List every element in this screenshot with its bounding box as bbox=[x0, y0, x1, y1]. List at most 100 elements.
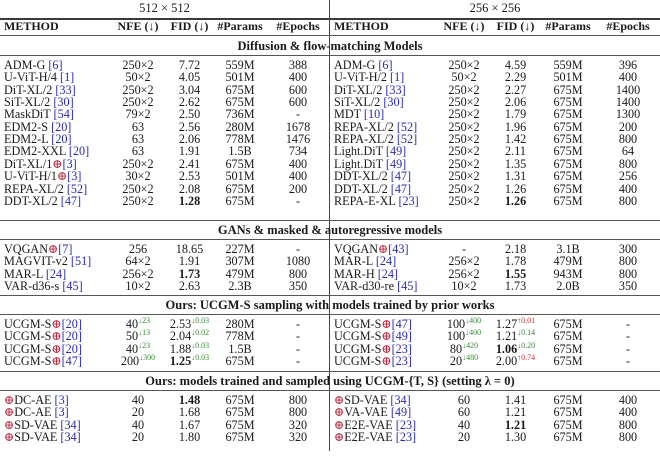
citation-link[interactable]: [52] bbox=[396, 132, 418, 147]
params-cell: 559M bbox=[553, 58, 583, 72]
nfe-value: 63 bbox=[131, 132, 145, 147]
table-row: DDT-XL/2 [47] 250×2 1.28 675M - bbox=[0, 193, 660, 208]
citation-link[interactable]: [30] bbox=[53, 95, 74, 110]
citation-link[interactable]: [47] bbox=[391, 317, 412, 331]
citation-link[interactable]: [3] bbox=[54, 393, 69, 407]
fid-delta: ↓0.03 bbox=[191, 353, 210, 363]
citation-link[interactable]: [49] bbox=[385, 156, 407, 171]
nfe-value: 50×2 bbox=[125, 70, 151, 85]
table-row: REPA-XL/2 [52] 250×2 2.08 675M 200 bbox=[0, 181, 660, 196]
params-cell: 675M bbox=[553, 119, 583, 134]
nfe-value: 250×2 bbox=[448, 119, 480, 134]
citation-link[interactable]: [45] bbox=[62, 279, 83, 294]
citation-link[interactable]: [23] bbox=[398, 193, 419, 208]
citation-link[interactable]: [34] bbox=[390, 393, 411, 407]
citation-link[interactable]: [47] bbox=[61, 354, 82, 369]
params-cell: 559M bbox=[225, 58, 255, 72]
citation-link[interactable]: [20] bbox=[61, 329, 82, 344]
citation-link[interactable]: [6] bbox=[48, 58, 63, 72]
fid-value: 2.11 bbox=[505, 144, 526, 159]
table-row: MaskDiT [54] 79×2 2.50 736M - bbox=[0, 107, 660, 122]
citation-link[interactable]: [6] bbox=[378, 58, 393, 72]
citation-link[interactable]: [52] bbox=[396, 119, 418, 134]
epochs-cell: 350 bbox=[618, 279, 638, 294]
header-fid-right: FID (↓) bbox=[496, 19, 535, 33]
citation-link[interactable]: [7] bbox=[58, 242, 73, 256]
citation-link[interactable]: [51] bbox=[70, 254, 92, 269]
citation-link[interactable]: [1] bbox=[390, 70, 405, 85]
citation-link[interactable]: [3] bbox=[62, 156, 77, 171]
citation-link[interactable]: [47] bbox=[60, 193, 82, 208]
fid-cell: 1.88↓0.03 bbox=[162, 341, 217, 355]
citation-link[interactable]: [47] bbox=[390, 169, 412, 184]
epochs-cell: 256 bbox=[618, 169, 638, 184]
citation-link[interactable]: [23] bbox=[391, 354, 412, 369]
citation-link[interactable]: [1] bbox=[60, 70, 75, 85]
citation-link[interactable]: [49] bbox=[390, 405, 412, 420]
params-cell: 675M bbox=[553, 393, 583, 407]
method-cell: DiT-XL/2 [33] bbox=[334, 82, 406, 97]
method-name: DC-AE bbox=[14, 405, 55, 420]
params-cell: 675M bbox=[553, 132, 583, 147]
citation-link[interactable]: [20] bbox=[61, 341, 82, 356]
citation-link[interactable]: [10] bbox=[363, 107, 385, 122]
citation-link[interactable]: [23] bbox=[395, 430, 417, 445]
params-cell: 307M bbox=[225, 254, 255, 269]
citation-link[interactable]: [34] bbox=[60, 430, 81, 445]
fid-cell: 2.50 bbox=[162, 108, 217, 120]
fid-cell: 2.27 bbox=[488, 83, 543, 96]
citation-link[interactable]: [24] bbox=[375, 254, 397, 269]
method-cell: VQGAN⊕[7] bbox=[4, 243, 72, 255]
citation-link[interactable]: [24] bbox=[45, 266, 67, 281]
method-cell: ⊕SD-VAE [34] bbox=[334, 394, 411, 406]
citation-link[interactable]: [43] bbox=[388, 242, 409, 256]
citation-link[interactable]: [20] bbox=[51, 119, 72, 134]
method-cell: REPA-XL/2 [52] bbox=[334, 133, 417, 145]
citation-link[interactable]: [30] bbox=[383, 95, 404, 110]
nfe-cell: 250×2 bbox=[108, 195, 168, 207]
method-cell: U-ViT-H/4 [1] bbox=[4, 71, 74, 83]
citation-link[interactable]: [23] bbox=[395, 417, 417, 432]
citation-link[interactable]: [52] bbox=[66, 181, 88, 196]
method-name: DDT-XL/2 bbox=[334, 181, 391, 196]
nfe-value: 250×2 bbox=[448, 82, 480, 97]
nfe-value: 40 bbox=[131, 417, 145, 432]
nfe-value: 250×2 bbox=[122, 58, 154, 72]
method-cell: DDT-XL/2 [47] bbox=[334, 181, 412, 196]
fid-value: 1.21 bbox=[504, 405, 527, 420]
method-name: UCGM-S bbox=[334, 329, 382, 344]
nfe-value: - bbox=[461, 242, 467, 256]
method-name: SiT-XL/2 bbox=[334, 95, 384, 110]
table-row: Light.DiT [49] 250×2 1.35 675M 800 bbox=[0, 156, 660, 171]
citation-link[interactable]: [33] bbox=[385, 82, 406, 97]
fid-value: 1.41 bbox=[504, 393, 527, 407]
citation-link[interactable]: [49] bbox=[385, 144, 407, 159]
citation-link[interactable]: [45] bbox=[397, 279, 418, 294]
citation-link[interactable]: [3] bbox=[67, 169, 82, 184]
nfe-value: 250×2 bbox=[448, 144, 480, 159]
params-cell: 675M bbox=[553, 417, 583, 432]
citation-link[interactable]: [47] bbox=[390, 181, 412, 196]
citation-link[interactable]: [49] bbox=[391, 329, 412, 344]
fid-cell: 1.26 bbox=[488, 182, 543, 195]
citation-link[interactable]: [33] bbox=[55, 82, 76, 97]
citation-link[interactable]: [24] bbox=[377, 266, 398, 281]
citation-link[interactable]: [20] bbox=[51, 132, 72, 147]
citation-link[interactable]: [3] bbox=[54, 405, 69, 420]
table-row: ADM-G [6] 250×2 7.72 559M 388 bbox=[0, 58, 660, 72]
epochs-cell: 64 bbox=[621, 144, 635, 159]
nfe-cell: 256×2 bbox=[434, 255, 494, 267]
fid-cell: 1.80 bbox=[162, 431, 217, 443]
citation-link[interactable]: [20] bbox=[61, 317, 82, 331]
citation-link[interactable]: [20] bbox=[68, 144, 90, 159]
fid-value: 1.21 bbox=[504, 417, 527, 432]
params-cell: 778M bbox=[225, 329, 255, 344]
table-row: DiT-XL/2 [33] 250×2 3.04 675M 600 bbox=[0, 82, 660, 97]
epochs-cell: - bbox=[295, 329, 301, 344]
fid-cell: 1.21↓0.14 bbox=[488, 328, 543, 342]
citation-link[interactable]: [34] bbox=[60, 417, 81, 432]
citation-link[interactable]: [54] bbox=[53, 107, 74, 122]
method-cell: DDT-XL/2 [47] bbox=[334, 170, 411, 182]
citation-link[interactable]: [23] bbox=[391, 341, 412, 356]
nfe-value: 250×2 bbox=[122, 82, 154, 97]
